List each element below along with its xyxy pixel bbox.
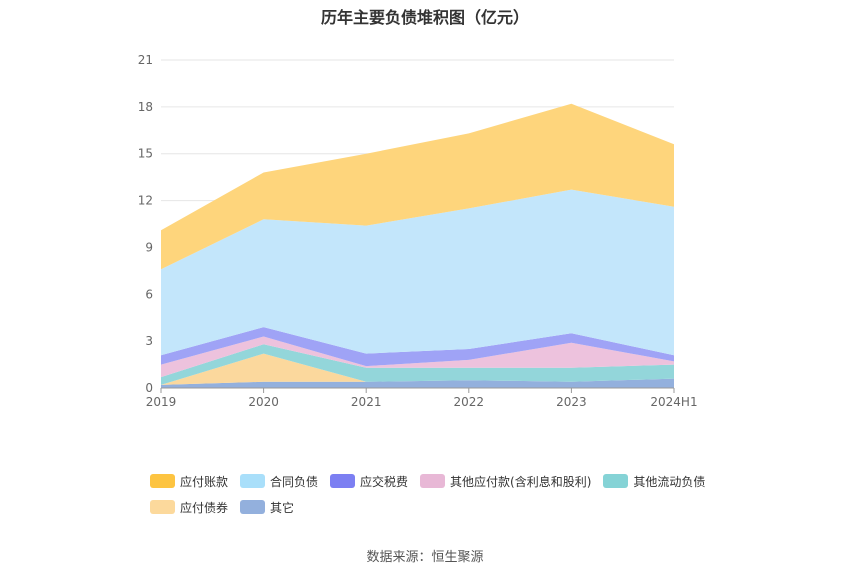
series-area-6 — [161, 103, 674, 270]
legend-swatch — [150, 474, 175, 488]
x-tick-label: 2024H1 — [650, 395, 697, 409]
legend-label: 应付债券 — [180, 500, 229, 515]
y-tick-label: 18 — [138, 100, 153, 114]
legend-swatch — [420, 474, 446, 488]
legend-label: 合同负债 — [270, 474, 319, 489]
series-area-3 — [161, 336, 674, 378]
series-area-1 — [161, 353, 674, 385]
x-tick-label: 2021 — [351, 395, 382, 409]
series-area-0 — [161, 378, 674, 388]
legend-item[interactable]: 合同负债 — [240, 472, 318, 490]
y-tick-label: 9 — [145, 240, 153, 254]
legend-label: 其它 — [270, 500, 295, 515]
legend-label: 其他流动负债 — [633, 474, 706, 489]
chart-title: 历年主要负债堆积图（亿元） — [320, 8, 529, 27]
x-tick-label: 2019 — [146, 395, 177, 409]
legend-swatch — [150, 500, 175, 514]
y-tick-label: 12 — [138, 194, 153, 208]
legend-label: 应交税费 — [360, 474, 409, 489]
legend-item[interactable]: 其他流动负债 — [603, 472, 705, 490]
legend-item[interactable]: 应付账款 — [150, 472, 228, 490]
legend-swatch — [240, 474, 266, 488]
series-area-4 — [161, 327, 674, 367]
x-tick-label: 2022 — [454, 395, 485, 409]
y-tick-label: 3 — [145, 334, 153, 348]
legend-swatch — [240, 500, 266, 514]
legend-item[interactable]: 应交税费 — [330, 472, 408, 490]
legend-item[interactable]: 其他应付款(含利息和股利) — [420, 472, 591, 490]
legend-label: 其他应付款(含利息和股利) — [450, 474, 592, 489]
y-tick-label: 0 — [145, 381, 153, 395]
legend-swatch — [330, 474, 356, 488]
y-tick-label: 15 — [138, 147, 153, 161]
legend: 应付账款 合同负债 应交税费 其他应付款(含利息和股利) 其他流动负债应付债券 其它 — [150, 472, 750, 524]
x-tick-label: 2020 — [248, 395, 279, 409]
y-tick-label: 6 — [145, 287, 153, 301]
x-tick-label: 2023 — [556, 395, 587, 409]
series-area-5 — [161, 189, 674, 356]
y-tick-label: 21 — [138, 53, 153, 67]
source-note: 数据来源：恒生聚源 — [366, 550, 484, 565]
legend-swatch — [603, 474, 629, 488]
legend-item[interactable]: 其它 — [240, 498, 294, 516]
legend-label: 应付账款 — [180, 474, 229, 489]
legend-item[interactable]: 应付债券 — [150, 498, 228, 516]
series-area-2 — [161, 344, 674, 385]
